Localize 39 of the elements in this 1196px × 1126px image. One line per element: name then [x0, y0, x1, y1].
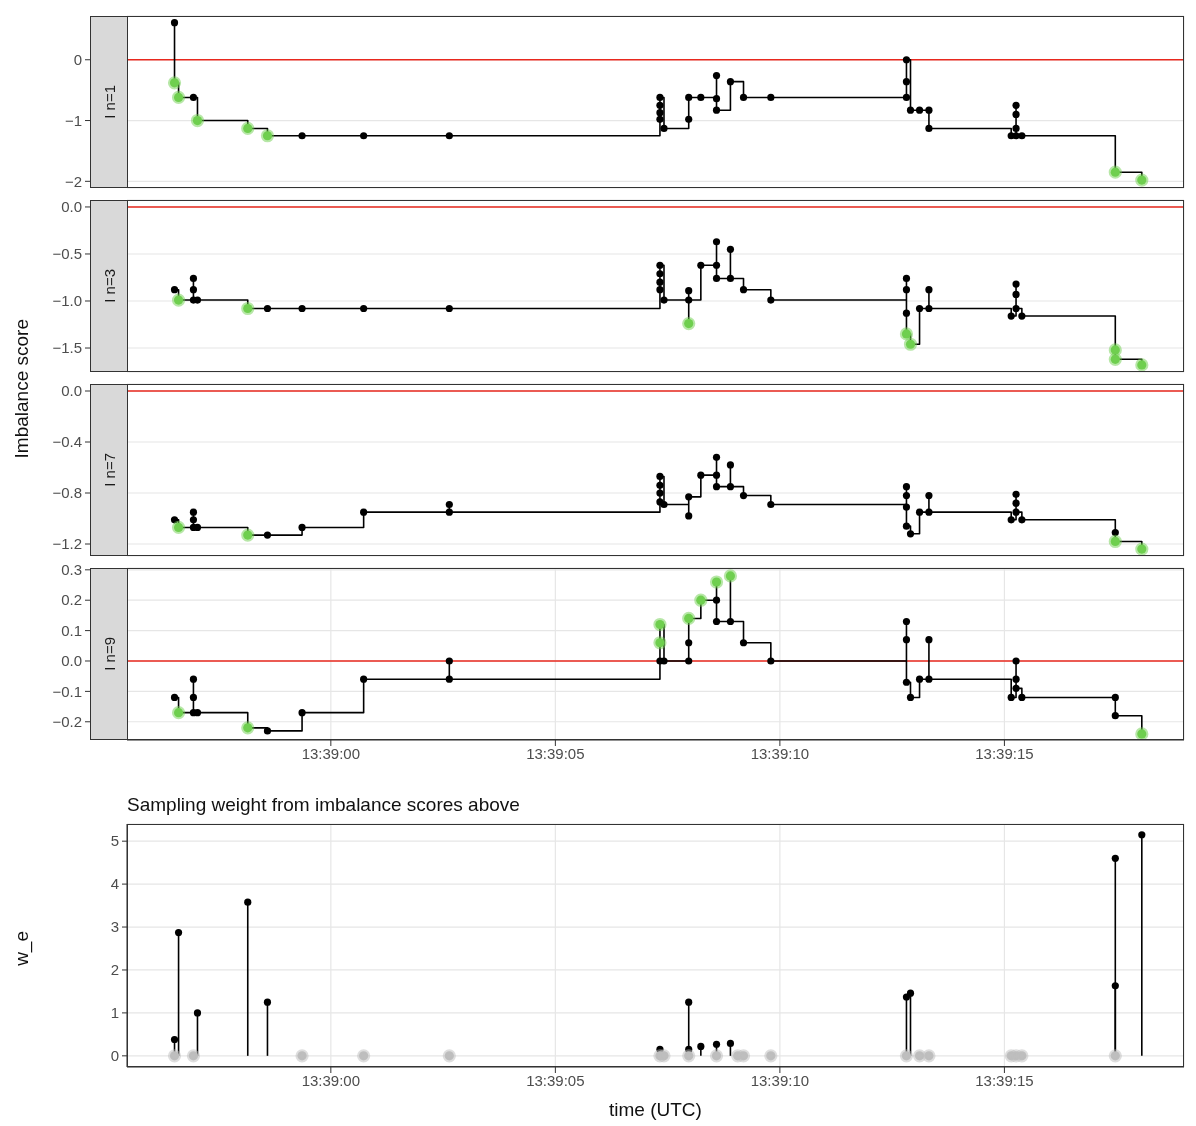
y-tick-label: −1.0 [52, 292, 82, 310]
y-tick-label: 3 [110, 918, 119, 936]
y-tick-label: 0 [110, 1047, 119, 1065]
y-axis-title: Imbalance score [11, 319, 33, 459]
y-tick-label: −0.2 [52, 713, 82, 731]
y-tick-label: 4 [110, 875, 119, 893]
x-tick-label: 13:39:05 [526, 1071, 585, 1089]
x-tick-label: 13:39:10 [750, 1071, 810, 1089]
y-tick-label: −0.8 [52, 484, 82, 502]
y-tick-label: −1.2 [52, 535, 82, 553]
y-tick-label: −1 [64, 111, 82, 129]
y-tick-label: −0.5 [52, 245, 82, 263]
y-tick-label: 1 [110, 1004, 119, 1022]
y-tick-label: 0 [73, 51, 82, 69]
x-tick-label: 13:39:00 [301, 1071, 361, 1089]
x-tick-label: 13:39:05 [526, 744, 585, 762]
y-tick-label: 0.2 [61, 591, 82, 609]
y-axis-title: w_e [11, 931, 33, 966]
x-tick-label: 13:39:10 [750, 744, 810, 762]
y-tick-label: −0.1 [52, 682, 82, 700]
y-tick-label: 5 [110, 832, 119, 850]
x-tick-label: 13:39:15 [975, 744, 1034, 762]
y-tick-label: 2 [110, 961, 119, 979]
text: I n=9 [100, 637, 118, 671]
x-axis-title: time (UTC) [608, 1098, 703, 1122]
text: I n=7 [100, 453, 118, 487]
y-tick-label: 0.0 [61, 382, 82, 400]
y-tick-label: 0.1 [61, 621, 82, 639]
x-tick-label: 13:39:00 [301, 744, 361, 762]
y-tick-label: 0.0 [61, 652, 82, 670]
text: I n=3 [100, 269, 118, 303]
text: I n=1 [100, 85, 118, 119]
y-tick-label: −0.4 [52, 433, 82, 451]
chart-title: Sampling weight from imbalance scores above [127, 793, 521, 817]
y-tick-label: −2 [64, 172, 82, 190]
x-tick-label: 13:39:15 [975, 1071, 1034, 1089]
y-tick-label: 0.3 [61, 561, 82, 579]
y-tick-label: 0.0 [61, 198, 82, 216]
y-tick-label: −1.5 [52, 339, 82, 357]
